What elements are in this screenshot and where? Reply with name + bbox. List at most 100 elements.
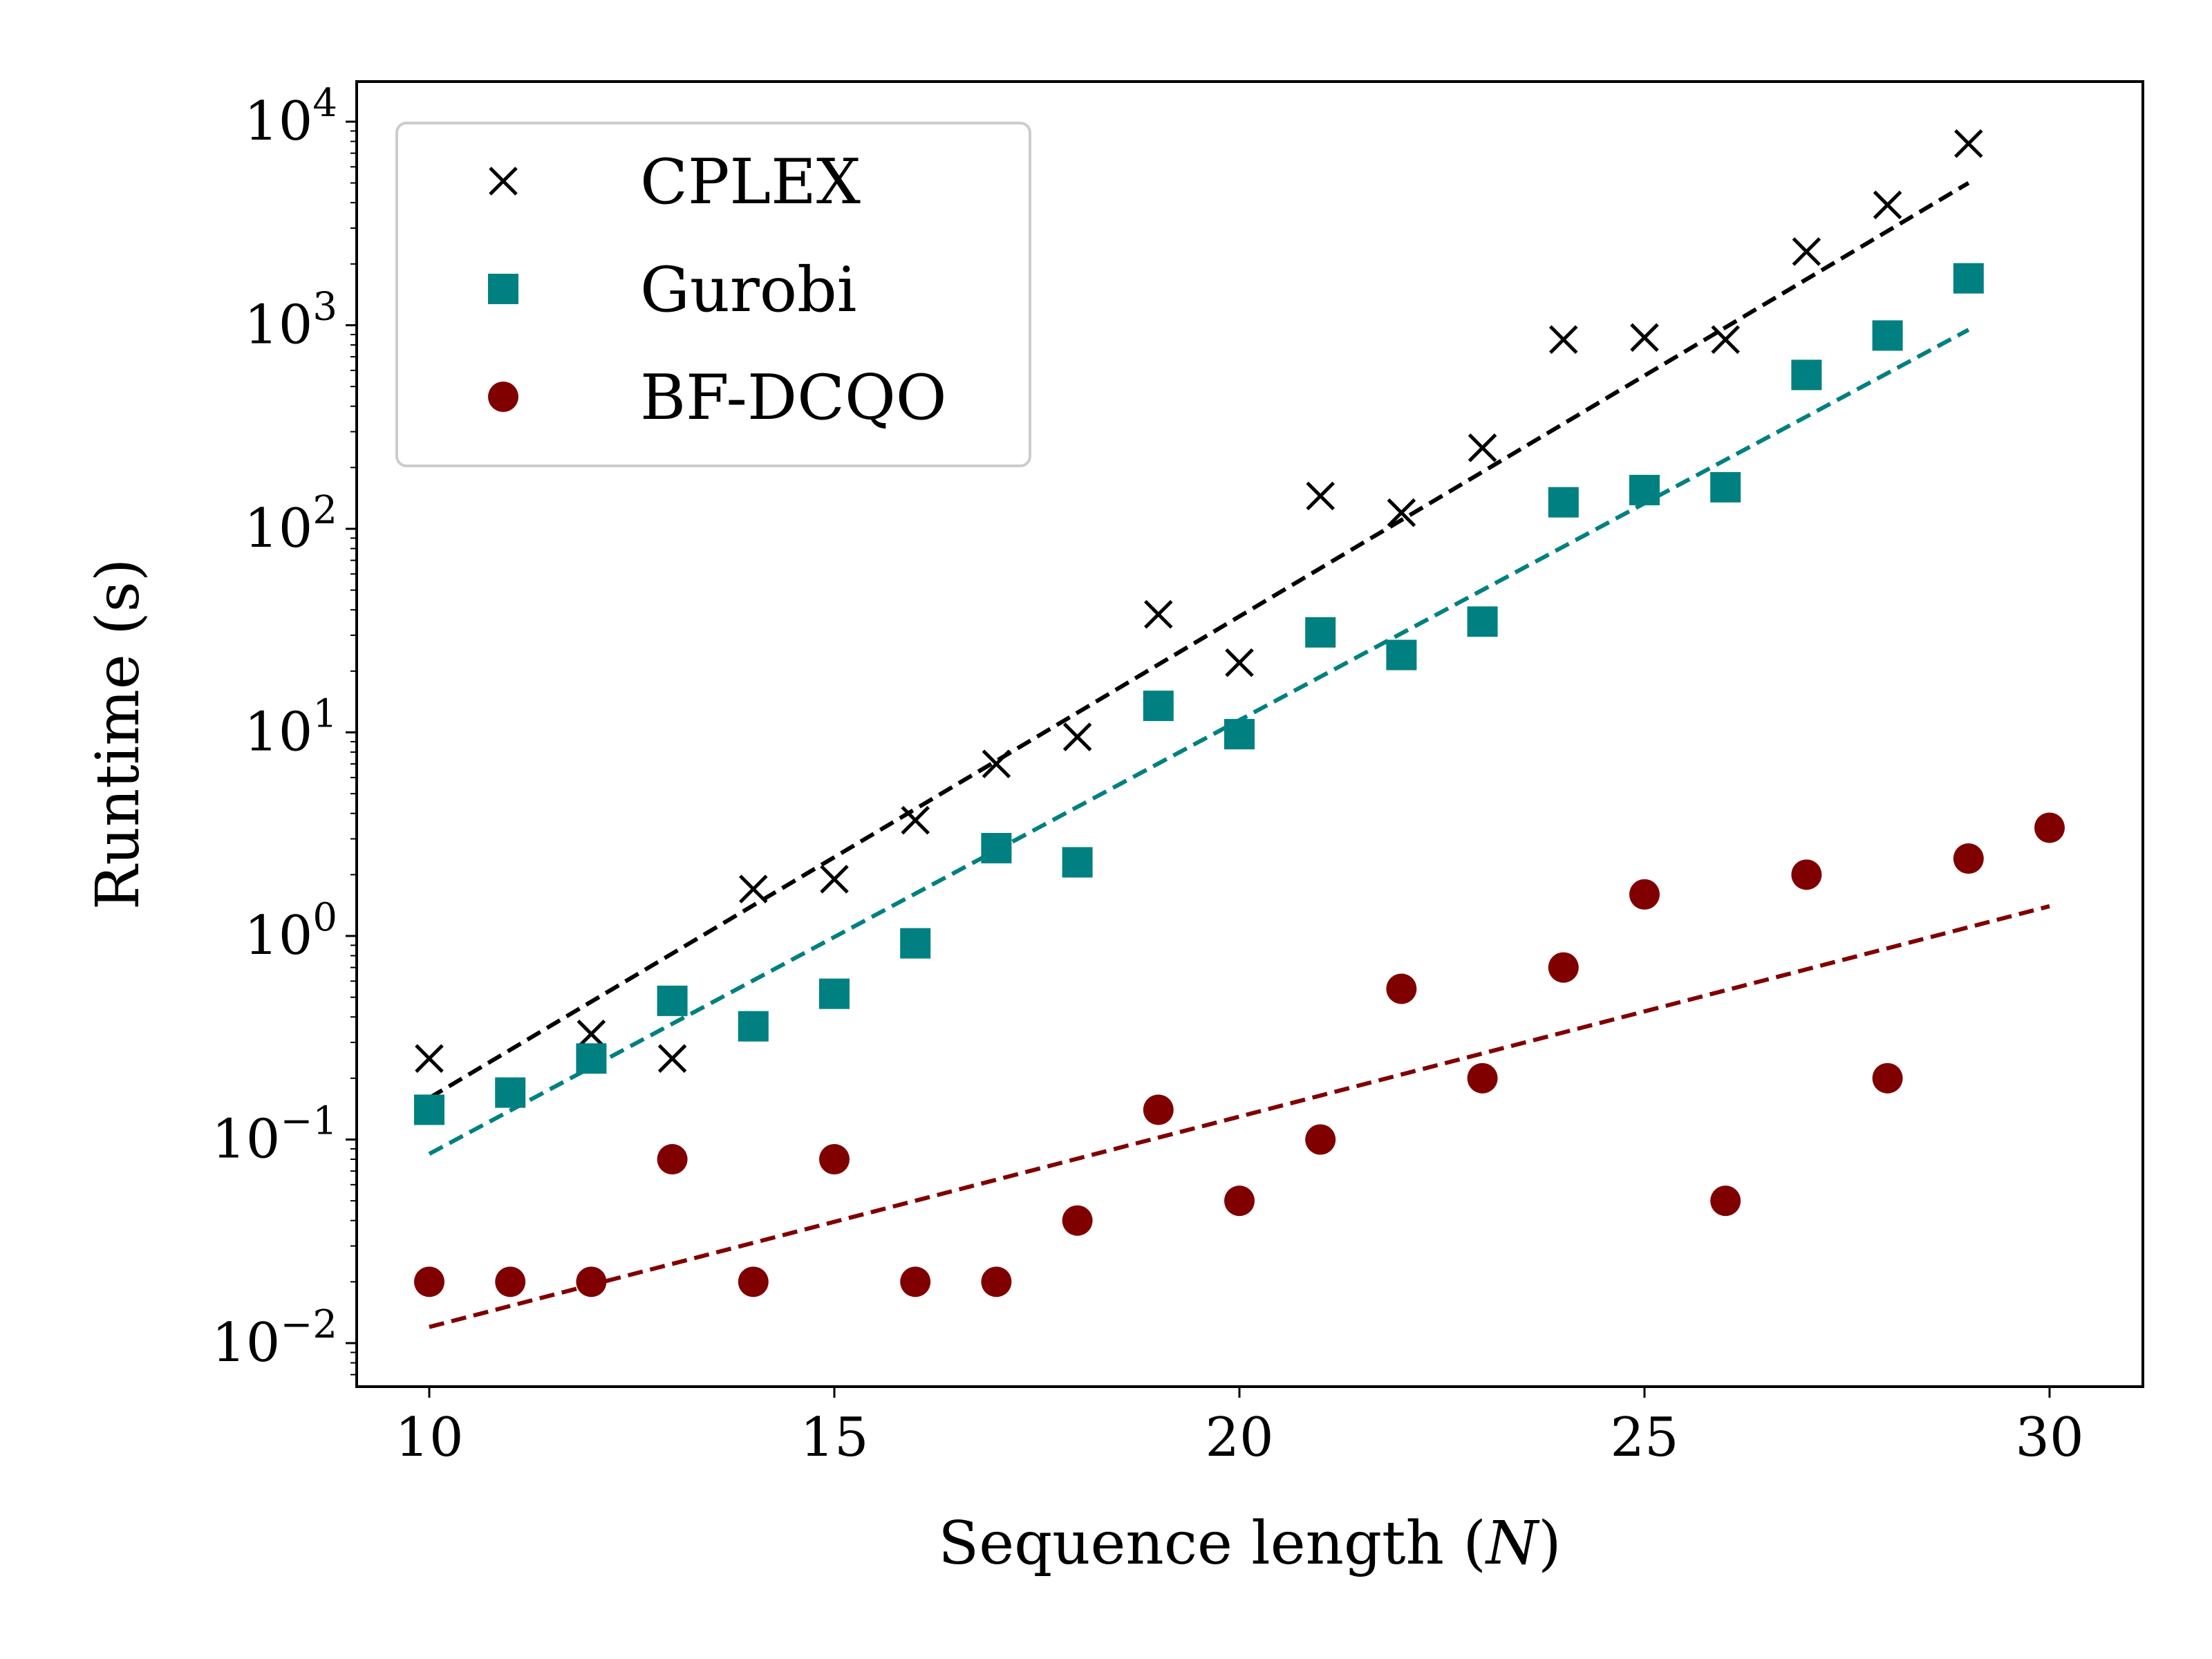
data-point-cplex	[577, 1020, 606, 1049]
data-point-bf-dcqo	[414, 1266, 444, 1297]
data-point-cplex	[1306, 481, 1335, 511]
data-point-cplex-stroke-b	[1711, 325, 1740, 355]
y-axis-label: Runtime (s)	[84, 559, 153, 910]
plot-frame	[355, 80, 2144, 1388]
data-point-gurobi	[738, 1011, 769, 1042]
x-axis: 10 15 20 25 30	[395, 1387, 2084, 1469]
data-point-gurobi	[1629, 474, 1660, 505]
data-point-bf-dcqo	[2034, 812, 2065, 843]
data-point-cplex-stroke-b	[739, 874, 768, 903]
data-point-cplex-stroke-b	[1792, 237, 1821, 266]
data-point-cplex-stroke-b	[1468, 433, 1497, 462]
data-point-cplex	[739, 874, 768, 903]
data-point-cplex	[1873, 190, 1902, 220]
data-point-cplex	[657, 1044, 687, 1074]
series-cplex	[415, 129, 1983, 1074]
legend-label-bf-dcqo: BF-DCQO	[640, 362, 947, 434]
data-point-gurobi	[1548, 487, 1579, 518]
data-point-cplex	[1549, 325, 1578, 355]
y-tick-label: 102	[244, 488, 337, 560]
data-point-cplex-stroke-b	[657, 1044, 687, 1074]
legend-label-gurobi: Gurobi	[640, 254, 856, 326]
series-bf-dcqo	[414, 812, 2065, 1297]
data-point-bf-dcqo	[1872, 1062, 1903, 1094]
data-point-cplex-stroke-b	[1873, 190, 1902, 220]
data-point-bf-dcqo	[900, 1266, 931, 1297]
data-point-cplex-stroke-b	[1225, 648, 1254, 677]
data-point-cplex	[415, 1044, 444, 1074]
data-point-cplex-stroke-b	[1387, 498, 1416, 527]
data-point-cplex	[1387, 498, 1416, 527]
data-point-gurobi	[1143, 691, 1174, 722]
data-point-cplex-stroke-b	[415, 1044, 444, 1074]
y-axis: 10−2 10−1 100 101 102 103 104	[212, 81, 357, 1376]
data-point-gurobi	[1224, 719, 1255, 750]
legend-marker-bf-dcqo	[488, 382, 518, 412]
x-axis-label: Sequence length (N)	[938, 1509, 1561, 1578]
data-point-cplex-stroke-b	[820, 865, 849, 894]
legend-label-cplex: CPLEX	[640, 146, 861, 218]
data-point-cplex	[820, 865, 849, 894]
data-point-cplex	[982, 749, 1011, 778]
data-point-cplex	[1711, 325, 1740, 355]
data-point-bf-dcqo	[1953, 843, 1984, 874]
data-point-cplex	[1062, 722, 1092, 751]
x-tick-label: 20	[1205, 1407, 1273, 1469]
data-point-cplex	[1954, 129, 1983, 158]
data-point-gurobi	[1710, 471, 1741, 503]
data-point-cplex	[1144, 599, 1173, 629]
y-tick-label: 104	[244, 81, 337, 153]
data-point-cplex	[1630, 323, 1659, 353]
fit-line-cplex	[428, 181, 1970, 1100]
data-point-gurobi	[1872, 320, 1903, 351]
data-point-cplex-stroke-b	[577, 1020, 606, 1049]
data-point-cplex-stroke-b	[901, 805, 930, 835]
data-point-bf-dcqo	[819, 1144, 850, 1175]
data-point-cplex	[1225, 648, 1254, 677]
data-point-bf-dcqo	[1224, 1185, 1255, 1217]
fit-line-gurobi	[428, 328, 1970, 1156]
data-point-bf-dcqo	[1791, 859, 1822, 890]
data-point-cplex-stroke-b	[1954, 129, 1983, 158]
data-point-bf-dcqo	[1143, 1094, 1174, 1125]
data-point-gurobi	[981, 832, 1012, 863]
data-point-bf-dcqo	[576, 1266, 607, 1297]
data-point-gurobi	[1791, 359, 1822, 391]
data-point-bf-dcqo	[1386, 973, 1417, 1004]
legend: CPLEX Gurobi BF-DCQO	[395, 122, 1031, 467]
legend-marker-gurobi	[488, 274, 518, 304]
data-point-bf-dcqo	[1467, 1062, 1498, 1094]
data-point-bf-dcqo	[657, 1144, 688, 1175]
data-point-bf-dcqo	[1710, 1185, 1741, 1217]
fit-lines	[428, 181, 2050, 1329]
data-point-gurobi	[657, 985, 688, 1016]
data-point-bf-dcqo	[1062, 1205, 1093, 1236]
data-point-gurobi	[819, 978, 850, 1009]
data-point-gurobi	[1386, 639, 1417, 671]
data-point-cplex-stroke-b	[1144, 599, 1173, 629]
legend-marker-cplex-stroke-b	[489, 167, 518, 196]
data-point-cplex-stroke-b	[1549, 325, 1578, 355]
y-tick-label: 101	[244, 692, 337, 764]
data-point-cplex-stroke-b	[1062, 722, 1092, 751]
data-point-gurobi	[1953, 263, 1984, 294]
data-point-gurobi	[495, 1077, 526, 1108]
data-point-gurobi	[414, 1094, 444, 1125]
y-tick-label: 10−1	[212, 1099, 337, 1171]
legend-frame	[395, 122, 1031, 467]
data-point-bf-dcqo	[1629, 879, 1660, 910]
data-point-bf-dcqo	[981, 1266, 1012, 1297]
data-point-cplex-stroke-b	[1306, 481, 1335, 511]
data-points	[414, 129, 2065, 1297]
data-point-cplex	[1792, 237, 1821, 266]
y-tick-label: 10−2	[212, 1302, 337, 1374]
data-point-gurobi	[900, 928, 931, 959]
series-gurobi	[414, 263, 1984, 1125]
data-point-cplex	[1468, 433, 1497, 462]
data-point-cplex-stroke-b	[1630, 323, 1659, 353]
x-tick-label: 30	[2015, 1407, 2083, 1469]
y-tick-label: 103	[244, 285, 337, 357]
x-tick-label: 15	[800, 1407, 868, 1469]
data-point-bf-dcqo	[738, 1266, 769, 1297]
data-point-bf-dcqo	[495, 1266, 526, 1297]
